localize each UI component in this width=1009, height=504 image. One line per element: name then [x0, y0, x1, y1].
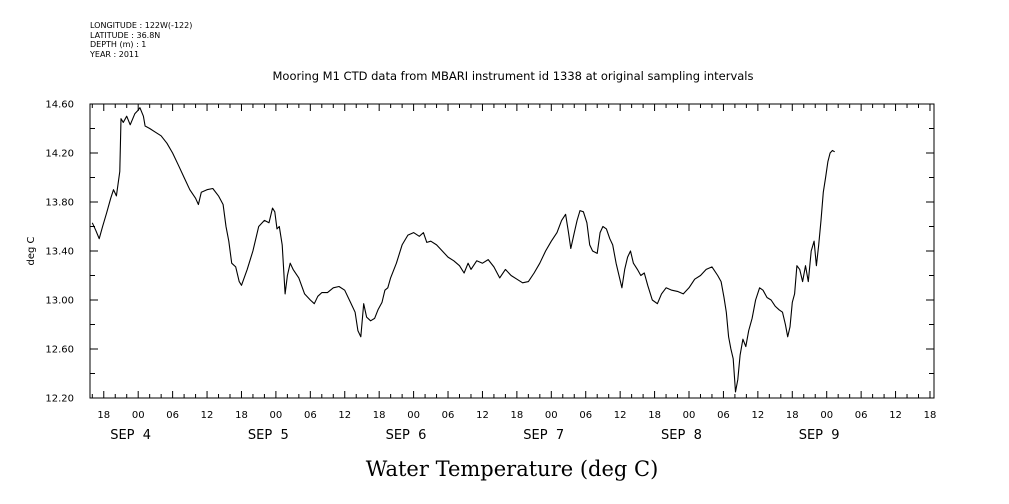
x-tick-label: 00 [270, 410, 283, 421]
metadata-block: LONGITUDE : 122W(-122) LATITUDE : 36.8N … [90, 21, 192, 59]
longitude-label: LONGITUDE : 122W(-122) [90, 21, 193, 30]
date-label: SEP 6 [386, 428, 427, 443]
x-tick-label: 00 [545, 410, 558, 421]
date-label: SEP 4 [110, 428, 151, 443]
x-tick-label: 06 [304, 410, 317, 421]
x-axis-label: Water Temperature (deg C) [366, 457, 659, 481]
y-tick-label: 13.00 [45, 296, 74, 307]
x-tick-label: 12 [338, 410, 351, 421]
date-label: SEP 7 [523, 428, 564, 443]
y-tick-label: 14.20 [45, 149, 74, 160]
axes-layer: 12.20 12.60 13.00 13.40 13.80 14.20 14.60 18 00 0… [45, 100, 936, 444]
x-tick-label: 12 [614, 410, 627, 421]
x-tick-label: 18 [373, 410, 386, 421]
x-tick-label: 06 [855, 410, 868, 421]
x-tick-label: 18 [924, 410, 937, 421]
x-tick-label: 06 [442, 410, 455, 421]
plot-frame [89, 103, 935, 399]
date-label: SEP 8 [661, 428, 702, 443]
chart-title: Mooring M1 CTD data from MBARI instrumen… [273, 69, 754, 83]
date-label: SEP 5 [248, 428, 289, 443]
latitude-label: LATITUDE : 36.8N [90, 30, 161, 40]
x-tick-label: 06 [717, 410, 730, 421]
date-label: SEP 9 [799, 428, 840, 443]
x-tick-label: 12 [476, 410, 489, 421]
y-tick-label: 13.80 [45, 198, 74, 209]
depth-label: DEPTH (m) : 1 [90, 40, 147, 49]
y-tick-label: 12.20 [45, 394, 74, 405]
x-tick-label: 18 [235, 410, 248, 421]
x-tick-label: 00 [820, 410, 833, 421]
x-tick-label: 06 [579, 410, 592, 421]
x-tick-label: 18 [648, 410, 661, 421]
x-tick-label: 00 [683, 410, 696, 421]
x-tick-label: 06 [166, 410, 179, 421]
x-tick-label: 00 [407, 410, 420, 421]
x-tick-label: 12 [889, 410, 902, 421]
water-temperature-line [91, 107, 835, 393]
y-axis-label: deg C [26, 236, 37, 265]
x-tick-label: 18 [511, 410, 524, 421]
x-tick-label: 12 [751, 410, 764, 421]
y-tick-label: 12.60 [45, 345, 74, 356]
y-tick-label: 14.60 [45, 100, 74, 111]
x-tick-label: 18 [786, 410, 799, 421]
x-tick-label: 18 [97, 410, 110, 421]
year-label: YEAR : 2011 [90, 49, 140, 59]
x-tick-label: 00 [132, 410, 145, 421]
x-tick-label: 12 [201, 410, 214, 421]
y-tick-label: 13.40 [45, 247, 74, 258]
